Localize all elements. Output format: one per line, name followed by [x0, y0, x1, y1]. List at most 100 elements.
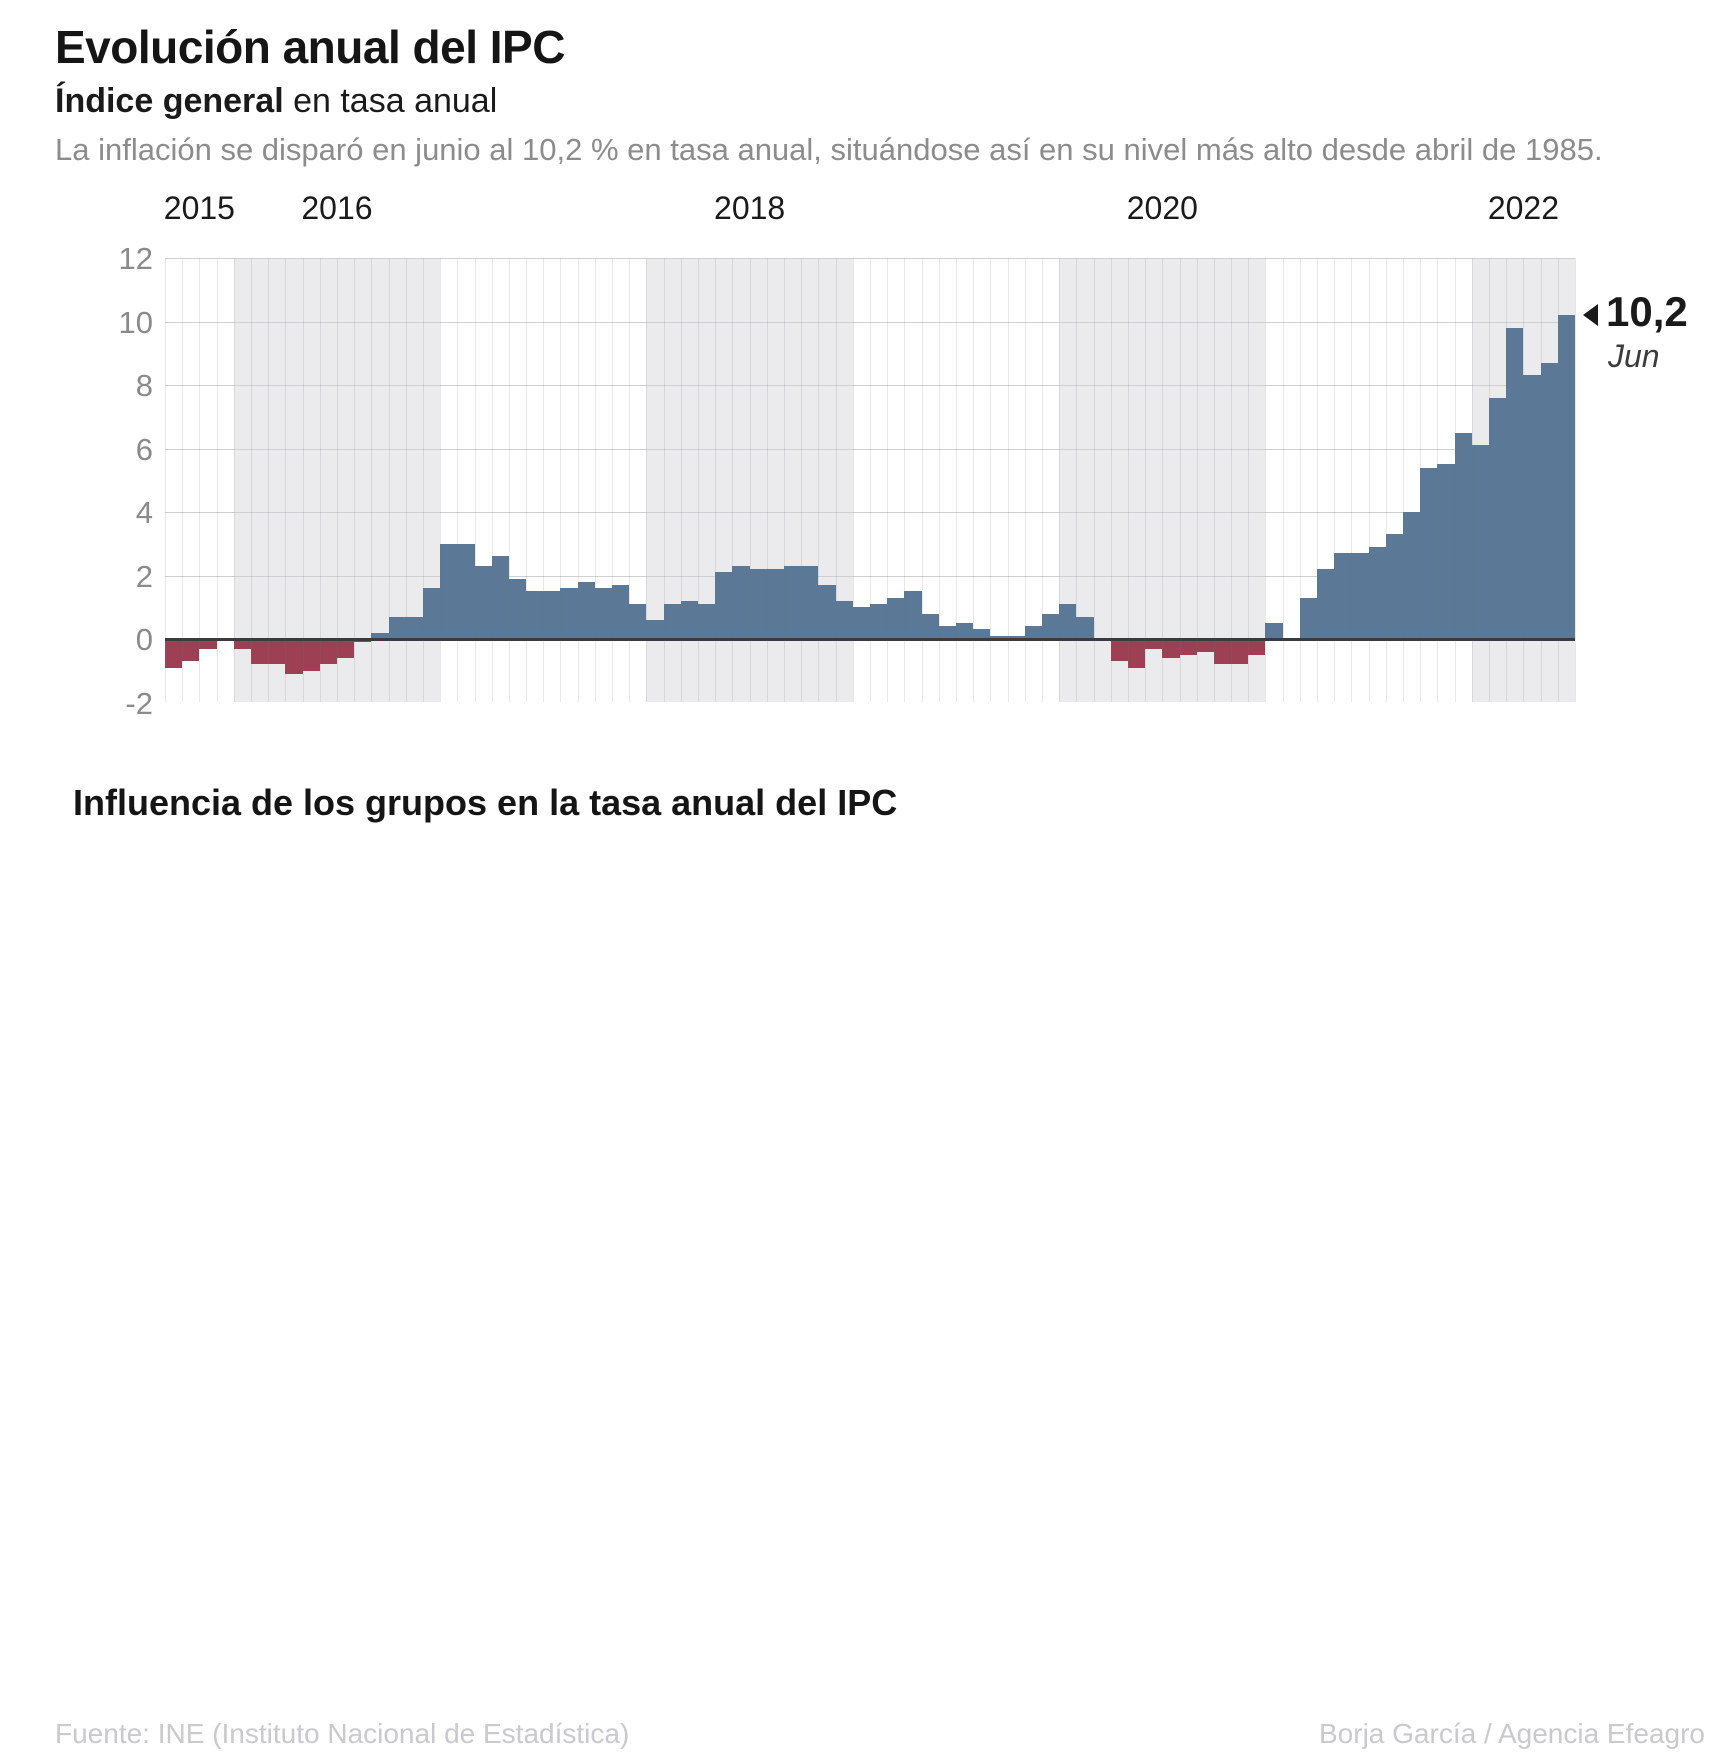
- month-bar: [560, 588, 578, 639]
- month-bar: [371, 632, 389, 639]
- month-bar: [1368, 546, 1386, 639]
- chart1-description: La inflación se disparó en junio al 10,2…: [55, 132, 1603, 167]
- month-bar: [749, 569, 767, 639]
- month-gridline: [663, 258, 665, 702]
- month-gridline: [749, 258, 751, 702]
- month-gridline: [818, 258, 820, 702]
- month-bar: [1265, 623, 1283, 639]
- month-bar: [250, 639, 269, 665]
- horizontal-gridline: [165, 448, 1575, 450]
- month-bar: [165, 639, 183, 668]
- month-gridline: [1403, 258, 1405, 702]
- month-bar: [766, 569, 785, 639]
- month-bar: [852, 607, 870, 639]
- month-gridline: [1368, 258, 1370, 702]
- month-gridline: [835, 258, 837, 702]
- month-gridline: [371, 258, 373, 702]
- month-bar: [887, 597, 905, 639]
- month-bar: [835, 600, 853, 639]
- month-gridline: [1145, 258, 1147, 702]
- month-bar: [904, 591, 922, 639]
- month-gridline: [594, 258, 596, 702]
- y-axis-tick-label: -2: [125, 685, 153, 721]
- month-bar: [405, 616, 423, 639]
- month-bar: [1299, 597, 1318, 639]
- year-label: 2020: [1126, 190, 1198, 226]
- month-gridline: [1041, 258, 1043, 702]
- month-gridline: [1420, 258, 1422, 702]
- chart1-subtitle: Índice general en tasa anual: [55, 82, 497, 121]
- subtitle-bold: Índice general: [55, 82, 284, 120]
- month-bar: [1007, 635, 1025, 639]
- month-bar: [1041, 613, 1060, 639]
- month-gridline: [1557, 258, 1559, 702]
- month-bar: [1110, 639, 1128, 662]
- month-bar: [422, 588, 441, 639]
- month-gridline: [319, 258, 321, 702]
- month-gridline: [1179, 258, 1181, 702]
- month-bar: [1059, 604, 1077, 639]
- month-gridline: [1213, 258, 1215, 702]
- y-axis-tick-label: 10: [118, 304, 153, 340]
- month-bar: [818, 585, 836, 639]
- month-bar: [921, 613, 939, 639]
- month-gridline: [698, 258, 700, 702]
- month-bar: [319, 639, 337, 665]
- month-bar: [1420, 467, 1438, 639]
- month-gridline: [990, 258, 992, 702]
- month-gridline: [715, 258, 717, 702]
- month-gridline: [955, 258, 957, 702]
- page-title: Evolución anual del IPC: [55, 21, 565, 73]
- month-bar: [990, 635, 1008, 639]
- month-bar: [1523, 375, 1541, 639]
- month-gridline: [1007, 258, 1009, 702]
- month-gridline: [1076, 258, 1078, 702]
- month-gridline: [1162, 258, 1164, 702]
- subtitle-rest: en tasa anual: [283, 82, 498, 120]
- month-gridline: [1437, 258, 1439, 702]
- month-gridline: [732, 258, 734, 702]
- month-bar: [973, 629, 991, 639]
- month-bar: [199, 639, 217, 649]
- month-gridline: [1351, 258, 1353, 702]
- month-gridline: [250, 258, 252, 702]
- month-bar: [1231, 639, 1249, 665]
- y-axis-tick-label: 0: [135, 622, 153, 657]
- month-gridline: [457, 258, 459, 702]
- month-bar: [388, 616, 406, 639]
- month-bar: [629, 604, 647, 639]
- month-bar: [1489, 397, 1507, 639]
- month-bar: [698, 604, 716, 639]
- month-gridline: [440, 258, 442, 702]
- annotation-arrow-icon: [1583, 304, 1598, 326]
- month-gridline: [182, 258, 184, 702]
- month-gridline: [1127, 258, 1129, 702]
- month-gridline: [1334, 258, 1336, 702]
- month-bar: [715, 572, 733, 639]
- month-bar: [1179, 639, 1197, 655]
- month-gridline: [165, 258, 166, 702]
- month-bar: [955, 623, 974, 639]
- month-bar: [302, 639, 320, 671]
- month-gridline: [1317, 258, 1319, 702]
- y-axis-tick-label: 6: [135, 431, 153, 467]
- month-bar: [1317, 569, 1335, 639]
- month-gridline: [801, 258, 803, 702]
- month-gridline: [1265, 258, 1267, 702]
- month-gridline: [1575, 258, 1576, 702]
- month-gridline: [526, 258, 528, 702]
- month-bar: [268, 639, 286, 665]
- month-gridline: [938, 258, 940, 702]
- year-label: 2018: [714, 190, 786, 226]
- month-bar: [1437, 464, 1455, 639]
- month-gridline: [405, 258, 407, 702]
- month-bar: [663, 604, 681, 639]
- month-bar: [474, 565, 492, 639]
- zero-axis-line: [165, 638, 1575, 641]
- horizontal-gridline: [165, 512, 1575, 513]
- horizontal-gridline: [165, 385, 1575, 386]
- month-gridline: [422, 258, 424, 702]
- month-bar: [1506, 327, 1524, 639]
- month-gridline: [508, 258, 510, 702]
